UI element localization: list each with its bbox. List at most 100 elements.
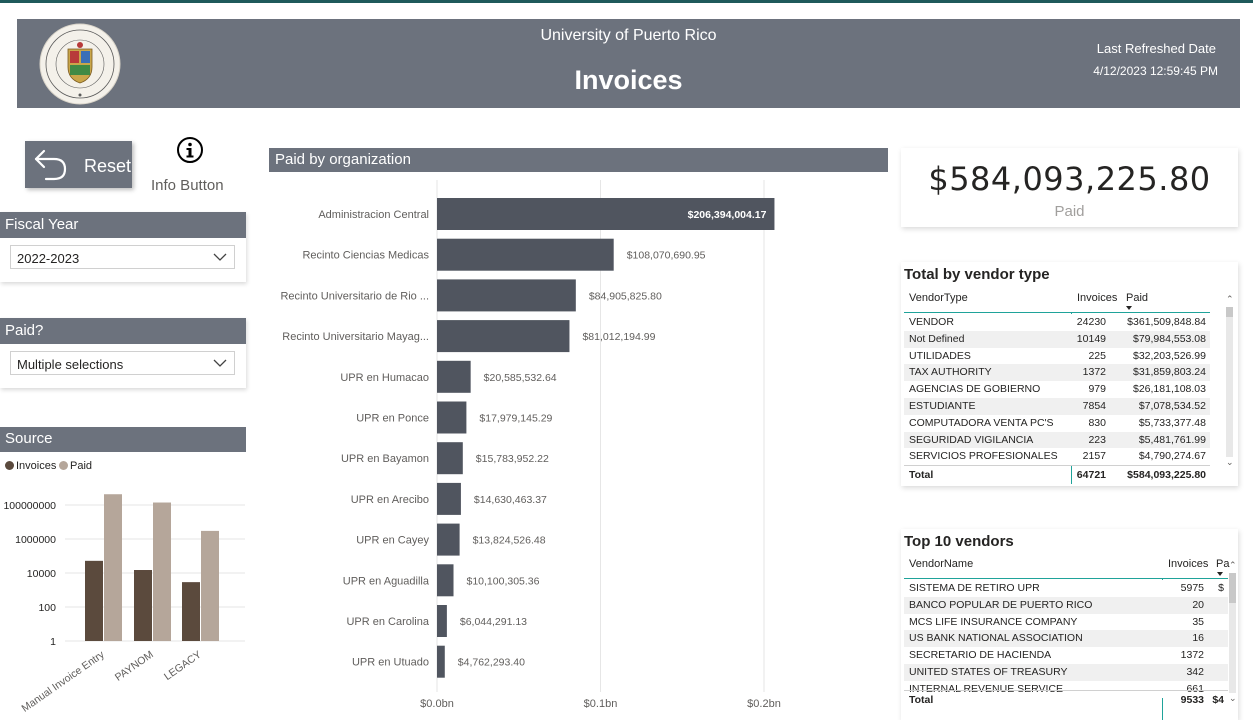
category-label: Administracion Central bbox=[318, 209, 429, 221]
table-cell: 10149 bbox=[1076, 332, 1106, 345]
vertical-scrollbar[interactable] bbox=[1229, 573, 1236, 693]
table-row[interactable]: SISTEMA DE RETIRO UPR 5975 $ bbox=[904, 580, 1228, 597]
category-label: UPR en Aguadilla bbox=[343, 575, 430, 587]
table-cell: VENDOR bbox=[909, 316, 954, 328]
chevron-down-icon bbox=[213, 253, 227, 261]
undo-arrow-icon bbox=[34, 149, 67, 181]
table-cell: 830 bbox=[1088, 416, 1106, 429]
top-vendors-table: Top 10 vendors VendorName Invoices Pa SISTE… bbox=[901, 529, 1238, 720]
table-cell: $361,509,848.84 bbox=[1127, 316, 1206, 328]
data-label: $20,585,532.64 bbox=[484, 372, 557, 384]
scrollbar-thumb[interactable] bbox=[1226, 307, 1233, 317]
total-paid-value: $584,093,225.80 bbox=[928, 160, 1211, 198]
source-bar-paid bbox=[104, 494, 122, 641]
table-row[interactable]: SEGURIDAD VIGILANCIA 223 $5,481,761.99 bbox=[904, 431, 1210, 449]
info-icon[interactable] bbox=[176, 136, 204, 164]
org-bar bbox=[437, 198, 775, 230]
university-seal-logo bbox=[39, 23, 121, 105]
x-tick-label: $0.0bn bbox=[420, 698, 454, 710]
paid-by-org-title: Paid by organization bbox=[269, 148, 888, 172]
table-cell: 24230 bbox=[1076, 316, 1106, 328]
table-cell: SISTEMA DE RETIRO UPR bbox=[909, 582, 1040, 594]
table-row[interactable]: TAX AUTHORITY 1372 $31,859,803.24 bbox=[904, 364, 1210, 382]
vendor-type-table-title: Total by vendor type bbox=[904, 266, 1050, 283]
fiscal-year-dropdown[interactable]: 2022-2023 bbox=[10, 245, 235, 269]
table-row[interactable]: SECRETARIO DE HACIENDA 1372 bbox=[904, 647, 1228, 665]
table-cell: 16 bbox=[1192, 632, 1204, 645]
scroll-up-icon[interactable]: ⌃ bbox=[1229, 560, 1237, 570]
table-row[interactable]: BANCO POPULAR DE PUERTO RICO 20 bbox=[904, 596, 1228, 614]
fiscal-year-title: Fiscal Year bbox=[0, 212, 246, 238]
column-header[interactable]: VendorType bbox=[909, 292, 968, 304]
table-row[interactable]: VENDOR 24230 $361,509,848.84 bbox=[904, 314, 1210, 331]
table-row[interactable]: Not Defined 10149 $79,984,553.08 bbox=[904, 330, 1210, 348]
category-label: Recinto Universitario de Rio ... bbox=[280, 290, 429, 302]
data-label: $206,394,004.17 bbox=[688, 209, 767, 221]
total-cell: Total bbox=[909, 694, 934, 706]
table-row[interactable]: SERVICIOS PROFESIONALES 2157 $4,790,274.67 bbox=[904, 448, 1210, 466]
table-cell: $5,481,761.99 bbox=[1138, 433, 1206, 446]
org-bar bbox=[437, 564, 454, 597]
category-label: Recinto Ciencias Medicas bbox=[302, 250, 429, 262]
table-row[interactable]: INTERNAL REVENUE SERVICE 661 bbox=[904, 680, 1228, 698]
source-bar-paid bbox=[201, 530, 219, 641]
table-row[interactable]: US BANK NATIONAL ASSOCIATION 16 bbox=[904, 630, 1228, 648]
scrollbar-thumb[interactable] bbox=[1229, 573, 1236, 603]
vertical-scrollbar[interactable] bbox=[1226, 307, 1233, 457]
data-label: $4,762,293.40 bbox=[458, 657, 525, 669]
university-name: University of Puerto Rico bbox=[540, 27, 717, 44]
data-label: $108,070,690.95 bbox=[627, 250, 706, 262]
total-divider bbox=[904, 690, 1228, 691]
legend-dot-invoices bbox=[5, 461, 14, 470]
x-tick-label: $0.2bn bbox=[747, 698, 781, 710]
legend-invoices[interactable]: Invoices bbox=[5, 460, 56, 472]
table-cell: 661 bbox=[1186, 682, 1204, 695]
data-label: $10,100,305.36 bbox=[467, 575, 540, 587]
table-row[interactable]: UTILIDADES 225 $32,203,526.99 bbox=[904, 347, 1210, 365]
table-cell: $5,733,377.48 bbox=[1138, 416, 1206, 429]
table-cell: ESTUDIANTE bbox=[909, 400, 976, 412]
category-label: UPR en Arecibo bbox=[351, 494, 429, 506]
total-paid-card: $584,093,225.80 Paid bbox=[901, 148, 1238, 227]
source-bar-invoices bbox=[134, 570, 152, 641]
sort-desc-icon bbox=[1126, 306, 1132, 310]
scroll-down-icon[interactable]: ⌄ bbox=[1226, 457, 1234, 467]
y-tick-label: 10000 bbox=[27, 568, 56, 580]
column-header[interactable]: VendorName bbox=[909, 558, 974, 570]
data-label: $6,044,291.13 bbox=[460, 616, 527, 628]
column-header[interactable]: Pa bbox=[1216, 558, 1230, 570]
last-refreshed-label: Last Refreshed Date bbox=[1096, 41, 1216, 56]
table-cell: 979 bbox=[1088, 383, 1106, 396]
legend-paid[interactable]: Paid bbox=[59, 460, 92, 472]
column-header[interactable]: Invoices bbox=[1077, 292, 1118, 304]
table-cell: $79,984,553.08 bbox=[1133, 332, 1206, 345]
paid-by-org-chart: $0.0bn $0.1bn $0.2bn Administracion Central… bbox=[280, 180, 781, 710]
paid-dropdown[interactable]: Multiple selections bbox=[10, 351, 235, 375]
reset-button[interactable]: Reset bbox=[25, 141, 132, 188]
header-underline bbox=[904, 578, 1228, 579]
table-row[interactable]: AGENCIAS DE GOBIERNO 979 $26,181,108.03 bbox=[904, 381, 1210, 399]
vendor-type-table: Total by vendor type VendorType Invoices P… bbox=[901, 262, 1238, 486]
table-cell: UTILIDADES bbox=[909, 349, 971, 362]
table-row[interactable]: ESTUDIANTE 7854 $7,078,534.52 bbox=[904, 398, 1210, 415]
info-button-label[interactable]: Info Button bbox=[151, 177, 224, 194]
data-label: $14,630,463.37 bbox=[474, 494, 547, 506]
x-tick-label: $0.1bn bbox=[584, 698, 618, 710]
y-tick-label: 100000000 bbox=[3, 500, 56, 512]
scroll-down-icon[interactable]: ⌄ bbox=[1229, 693, 1237, 703]
table-total-row: Total 9533 $4 bbox=[904, 692, 1228, 709]
data-label: $15,783,952.22 bbox=[476, 453, 549, 465]
table-row[interactable]: COMPUTADORA VENTA PC'S 830 $5,733,377.48 bbox=[904, 414, 1210, 432]
total-cell: $584,093,225.80 bbox=[1127, 469, 1206, 481]
table-cell: 2157 bbox=[1082, 450, 1106, 463]
scroll-up-icon[interactable]: ⌃ bbox=[1226, 294, 1234, 304]
source-chart: 1 100 10000 1000000 100000000 Manual Invoice … bbox=[3, 494, 245, 715]
paid-value: Multiple selections bbox=[17, 357, 124, 372]
table-row[interactable]: UNITED STATES OF TREASURY 342 bbox=[904, 664, 1228, 681]
column-header[interactable]: Invoices bbox=[1168, 558, 1209, 570]
table-row[interactable]: MCS LIFE INSURANCE COMPANY 35 bbox=[904, 613, 1228, 631]
page-title: Invoices bbox=[574, 65, 683, 95]
header-underline bbox=[904, 312, 1210, 313]
column-header[interactable]: Paid bbox=[1126, 292, 1149, 304]
org-bar bbox=[437, 523, 460, 556]
